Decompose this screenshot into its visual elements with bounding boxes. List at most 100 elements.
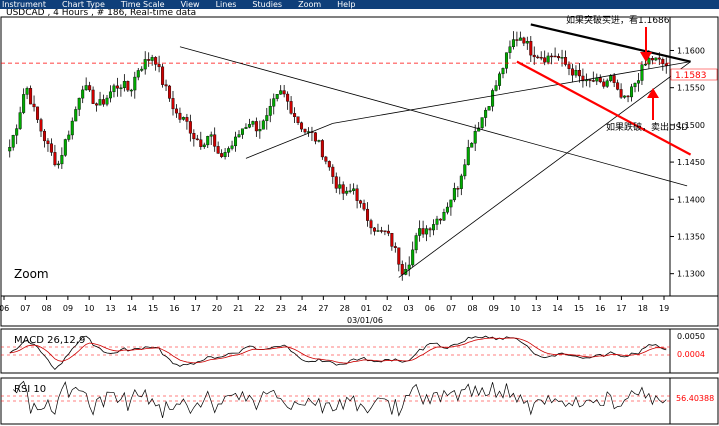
date-tick-label: 10 [510,304,520,313]
candle-body [376,230,380,232]
candle-body [630,86,634,98]
candle-body [418,228,422,236]
candle-body [452,188,456,201]
candle-body [425,228,429,235]
candle-body [324,156,328,162]
candle-body [498,73,502,86]
candle-body [581,75,585,82]
candle-body [306,131,310,133]
candle-body [626,95,630,98]
candle-body [244,127,248,129]
date-tick-label: 23 [276,304,286,313]
candle-body [108,91,112,99]
candle-body [362,203,366,210]
candle-body [609,75,613,81]
date-tick-label: 01 [361,304,371,313]
candle-body [268,106,272,116]
last-price-box [670,68,718,81]
candle-body [372,227,376,232]
date-tick-label: 02 [382,304,392,313]
candle-body [564,57,568,65]
candle-body [438,218,442,221]
candle-body [247,124,251,128]
candle-body [25,88,29,95]
price-tick-label: 1.1350 [677,232,705,241]
candle-body [39,119,43,132]
candle-body [529,41,533,56]
candle-body [171,98,175,110]
chart-title: USDCAD , 4 Hours , # 186, Real-time data [6,9,196,18]
date-tick-label: 14 [127,304,137,313]
candle-body [279,90,283,95]
candle-body [88,85,92,91]
candle-body [313,132,317,142]
annotation-breakdown: 如果跌破，卖出USD [606,121,688,133]
arrow-breakout-head [640,52,652,62]
date-tick-label: 13 [531,304,541,313]
menu-item-zoom[interactable]: Zoom [298,0,322,9]
candle-body [265,115,269,122]
zoom-label: Zoom [14,267,49,281]
date-tick-label: 14 [553,304,563,313]
candle-body [366,208,370,221]
candle-body [209,134,213,137]
candle-body [195,138,199,141]
candle-body [161,66,165,85]
menu-item-view[interactable]: View [180,0,200,9]
candle-body [442,211,446,221]
date-tick-label: 16 [169,304,179,313]
candle-body [320,140,324,158]
rsi-line [12,380,667,418]
candle-body [296,116,300,123]
candle-body [359,200,363,204]
candle-body [60,155,64,165]
macd-panel [0,328,671,374]
candle-body [168,85,172,99]
candle-body [282,90,286,95]
candle-body [397,247,401,265]
date-tick-label: 06 [425,304,435,313]
candle-body [129,89,133,92]
macd-axis-area [669,328,719,374]
candle-body [234,136,238,147]
candle-body [643,63,647,66]
candle-body [504,52,508,69]
candle-body [411,249,415,266]
candle-body [473,131,477,144]
candle-body [84,85,88,91]
menu-item-time-scale[interactable]: Time Scale [120,0,165,9]
candle-body [254,121,258,132]
rsi-axis-area [669,377,719,425]
menu-item-studies[interactable]: Studies [252,0,283,9]
candle-body [369,220,373,229]
candle-body [157,64,161,68]
candle-body [484,109,488,118]
macd-lines [1,335,670,371]
candle-body [98,99,102,106]
rsi-line [1,380,670,418]
rsi-title: RSI 10 [14,384,46,395]
candle-body [289,101,293,114]
date-tick-label: 19 [659,304,669,313]
candle-body [400,264,404,275]
candle-body [8,147,12,152]
trendlines [1,23,692,278]
date-tick-label: 16 [595,304,605,313]
candle-body [501,68,505,75]
candle-body [300,122,304,130]
candle-body [206,136,210,146]
candle-body [147,59,151,61]
candle-body [32,103,36,108]
candle-body [261,120,265,130]
candle-body [49,143,53,153]
menu-item-chart-type[interactable]: Chart Type [62,0,105,9]
menu-item-lines[interactable]: Lines [215,0,237,9]
candle-body [414,235,418,251]
candle-body [286,93,290,102]
menu-item-instrument[interactable]: Instrument [2,0,47,9]
candle-body [11,135,15,148]
menu-item-help[interactable]: Help [337,0,356,9]
price-tick-label: 1.1450 [677,158,705,167]
candle-body [577,70,581,77]
candle-body [619,89,623,98]
